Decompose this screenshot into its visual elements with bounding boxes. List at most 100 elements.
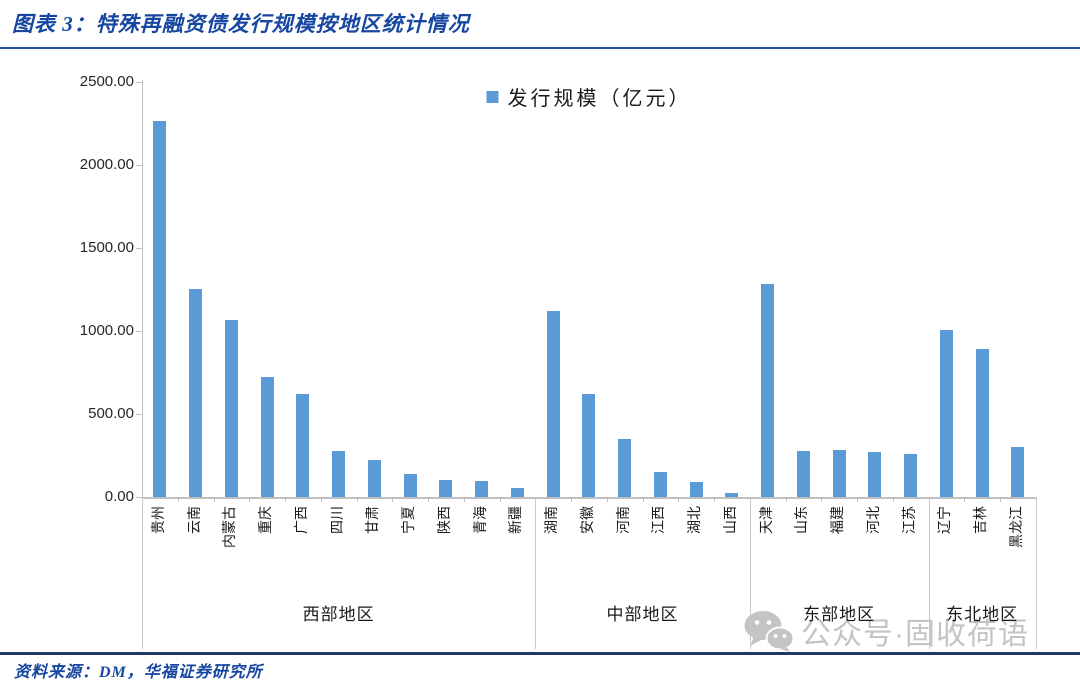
x-tick-label: 云南 — [187, 506, 203, 534]
x-tick-label: 河北 — [866, 506, 882, 534]
bar — [689, 482, 703, 497]
group-label: 东部地区 — [803, 605, 876, 624]
y-axis-tick — [136, 331, 142, 332]
bar — [367, 460, 381, 497]
bar — [975, 348, 989, 497]
x-tick-label: 山东 — [795, 506, 811, 534]
bar — [618, 439, 632, 497]
x-axis-tick — [964, 497, 966, 502]
y-tick-label: 2000.00 — [79, 156, 134, 173]
title-divider — [0, 47, 1080, 49]
bar — [189, 288, 203, 497]
x-axis-tick — [177, 497, 179, 502]
x-tick-label: 吉林 — [974, 506, 990, 534]
x-axis-tick — [821, 497, 823, 502]
x-tick-label: 福建 — [831, 506, 847, 534]
x-axis-tick — [463, 497, 465, 502]
bar — [224, 319, 238, 497]
x-axis-tick — [356, 497, 358, 502]
x-axis-tick — [571, 497, 572, 502]
bar — [546, 310, 560, 497]
bar — [582, 393, 596, 497]
x-tick-label: 贵州 — [151, 506, 167, 534]
figure-title: 图表 3：特殊再融资债发行规模按地区统计情况 — [12, 12, 470, 36]
bar — [510, 487, 524, 497]
group-divider — [749, 497, 751, 649]
y-axis-tick — [136, 497, 142, 498]
x-tick-label: 内蒙古 — [223, 506, 239, 548]
x-axis-tick — [785, 497, 787, 502]
x-tick-label: 天津 — [759, 506, 775, 534]
bar — [153, 121, 167, 497]
x-axis-tick — [892, 497, 894, 502]
bar — [725, 492, 739, 497]
legend-label: 发行规模（亿元） — [507, 88, 692, 110]
bar — [260, 377, 274, 497]
wechat-icon — [744, 611, 794, 652]
bar — [832, 450, 846, 497]
x-tick-label: 黑龙江 — [1009, 506, 1025, 548]
x-tick-label: 新疆 — [509, 506, 525, 534]
x-tick-label: 山西 — [723, 506, 739, 534]
x-tick-label: 青海 — [473, 506, 489, 534]
x-tick-label: 四川 — [330, 506, 346, 534]
x-tick-label: 湖北 — [688, 506, 704, 534]
bar — [296, 393, 310, 497]
x-axis-tick — [678, 497, 680, 502]
y-tick-label: 1500.00 — [79, 239, 134, 256]
footer-divider — [0, 652, 1080, 655]
bar — [332, 450, 346, 497]
y-tick-label: 2500.00 — [79, 73, 134, 90]
x-axis-tick — [213, 497, 215, 502]
legend-swatch — [486, 90, 499, 103]
x-tick-label: 甘肃 — [366, 506, 382, 534]
x-axis-tick — [249, 497, 251, 502]
x-tick-label: 陕西 — [437, 506, 453, 534]
x-tick-label: 重庆 — [259, 506, 275, 534]
x-tick-label: 江苏 — [902, 506, 918, 534]
x-axis-tick — [857, 497, 858, 502]
group-divider — [535, 497, 537, 649]
y-tick-label: 0.00 — [104, 488, 134, 505]
x-tick-label: 广西 — [294, 506, 310, 534]
bar — [939, 330, 953, 497]
y-axis-tick — [136, 248, 142, 249]
group-divider — [142, 497, 143, 649]
y-axis-tick — [136, 82, 142, 83]
x-axis-tick — [642, 497, 644, 502]
x-tick-label: 湖南 — [545, 506, 561, 534]
x-tick-label: 安徽 — [580, 506, 596, 534]
x-axis — [142, 497, 1036, 499]
chart-legend: 发行规模（亿元） — [486, 82, 692, 111]
y-axis-tick — [136, 414, 142, 415]
bar — [475, 481, 489, 497]
group-label: 东北地区 — [946, 605, 1019, 624]
x-axis-tick — [320, 497, 322, 502]
bar — [439, 480, 453, 497]
x-axis-tick — [714, 497, 715, 502]
x-axis-tick — [499, 497, 501, 502]
y-tick-label: 500.00 — [88, 405, 134, 422]
bar — [796, 451, 810, 497]
y-tick-label: 1000.00 — [79, 322, 134, 339]
bar — [653, 471, 667, 497]
group-label: 西部地区 — [302, 605, 375, 624]
x-tick-label: 宁夏 — [402, 506, 418, 534]
x-tick-label: 辽宁 — [938, 506, 954, 534]
bar — [904, 454, 918, 497]
y-axis-tick — [136, 165, 142, 166]
y-axis — [142, 80, 143, 497]
bar — [1011, 446, 1025, 497]
group-divider — [928, 497, 930, 649]
x-axis-tick — [285, 497, 286, 502]
watermark-text: 公众号·固收荷语 — [801, 618, 1029, 651]
bar — [761, 283, 775, 497]
x-tick-label: 江西 — [652, 506, 668, 534]
watermark: 公众号·固收荷语 — [744, 609, 1029, 653]
source-note: 资料来源：DM，华福证券研究所 — [14, 664, 263, 681]
x-axis-tick — [1000, 497, 1001, 502]
x-tick-label: 河南 — [616, 506, 632, 534]
group-divider — [1035, 497, 1037, 649]
